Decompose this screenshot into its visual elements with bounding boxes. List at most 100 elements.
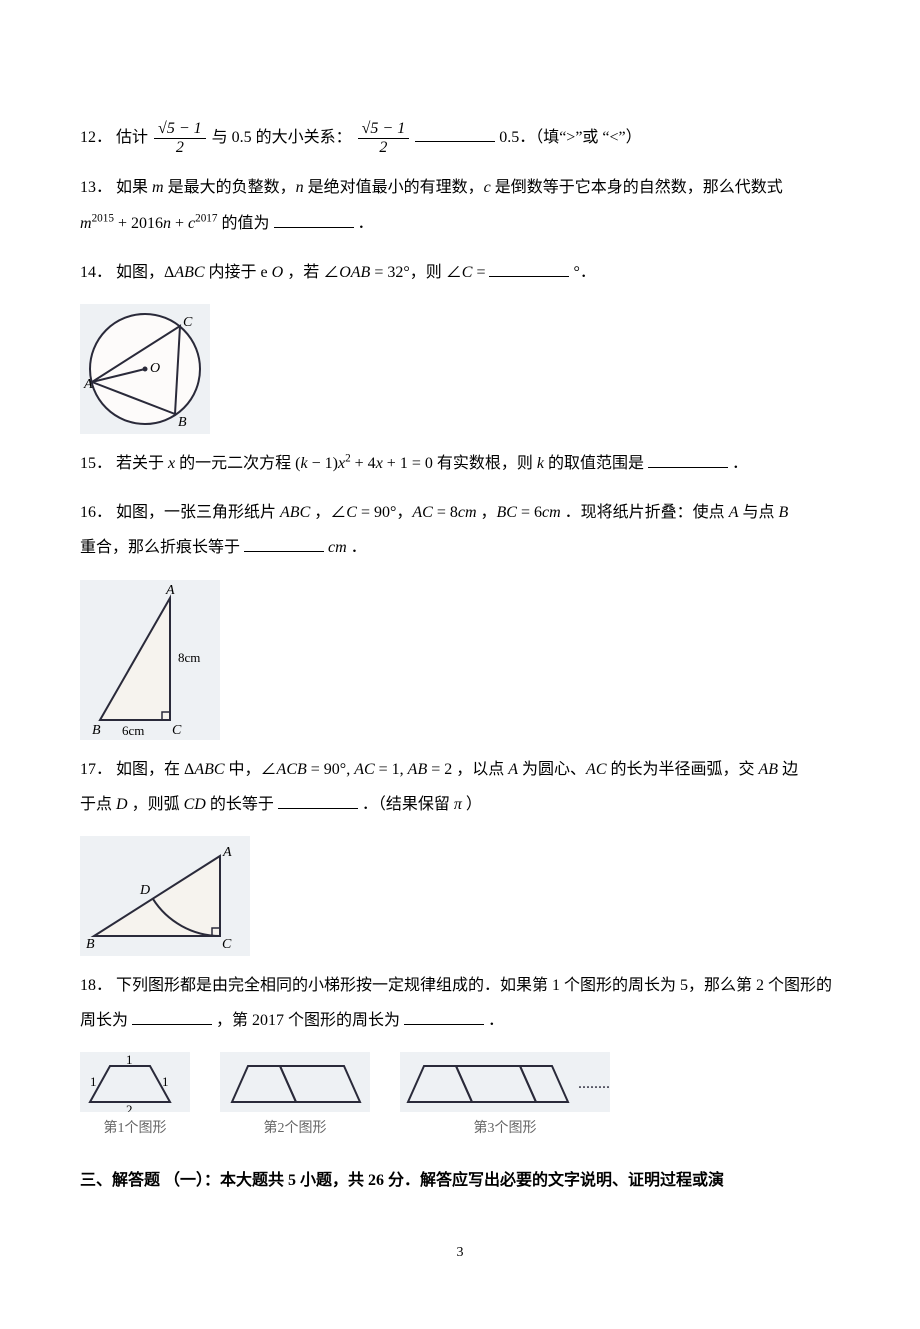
q16-blank[interactable]	[244, 535, 324, 552]
q17-t6: 为圆心、	[522, 761, 586, 778]
q13-t6: ．	[358, 215, 374, 232]
q17-number: 17．	[80, 761, 112, 778]
q16-label-A: A	[165, 583, 175, 598]
q12-number: 12．	[80, 129, 112, 146]
q16-t8: 与点	[742, 504, 778, 521]
q13-sup-2015: 2015	[92, 212, 114, 224]
q18-side-bot: 2	[126, 1102, 133, 1112]
q12-text-3: 0.5．（填“>”或 “<”）	[499, 129, 641, 146]
q15-x: x	[168, 455, 175, 472]
q16-t9: 重合，那么折痕长等于	[80, 539, 240, 556]
q15-t2: 的一元二次方程 (	[179, 455, 300, 472]
question-13: 13． 如果 m 是最大的负整数，n 是绝对值最小的有理数，c 是倒数等于它本身…	[80, 170, 840, 240]
q18-fig-3: ........ 第3个图形	[400, 1052, 610, 1145]
q15-t6: 的取值范围是	[548, 455, 644, 472]
q15-k2: k	[537, 455, 544, 472]
q18-number: 18．	[80, 977, 112, 994]
q18-blank-2[interactable]	[404, 1008, 484, 1025]
q17-a: A	[508, 761, 518, 778]
q12-blank[interactable]	[415, 125, 495, 142]
q16-figure: A B C 8cm 6cm	[80, 580, 840, 740]
q17-t4: = 1,	[379, 761, 408, 778]
q12-fraction-1: √5 − 1 2	[154, 120, 206, 156]
q13-m: m	[152, 179, 164, 196]
q14-t2: 内接于 e	[209, 264, 272, 281]
q13-sup-2017: 2017	[195, 212, 217, 224]
q16-t3: = 90°，	[361, 504, 412, 521]
q16-a: A	[729, 504, 739, 521]
q17-ab2: AB	[759, 761, 779, 778]
q17-t2: 中，∠	[229, 761, 277, 778]
q15-x2: x	[338, 455, 345, 472]
q17-d: D	[116, 796, 128, 813]
question-17: 17． 如图，在 ΔABC 中，∠ACB = 90°, AC = 1, AB =…	[80, 752, 840, 822]
q13-n: n	[296, 179, 304, 196]
q16-label-6cm: 6cm	[122, 723, 144, 738]
q15-k: k	[300, 455, 307, 472]
q15-x1: x	[376, 455, 383, 472]
q16-number: 16．	[80, 504, 112, 521]
q17-label-C: C	[222, 937, 232, 952]
q16-t1: 如图，一张三角形纸片	[116, 504, 280, 521]
q17-ac: AC	[354, 761, 374, 778]
q18-cap-3: 第3个图形	[400, 1114, 610, 1145]
q14-o: O	[272, 264, 284, 281]
q16-bc: BC	[497, 504, 517, 521]
q16-label-C: C	[172, 723, 182, 738]
q14-t3: ，若 ∠	[287, 264, 339, 281]
q18-cap-2: 第2个图形	[220, 1114, 370, 1145]
q13-blank[interactable]	[274, 211, 354, 228]
q17-t8: 边	[782, 761, 798, 778]
q16-t7: ．现将纸片折叠：使点	[565, 504, 729, 521]
q14-label-C: C	[183, 315, 193, 330]
q13-c: c	[484, 179, 491, 196]
q14-blank[interactable]	[489, 260, 569, 277]
q15-sup2: 2	[345, 453, 351, 465]
q14-number: 14．	[80, 264, 112, 281]
q16-t4: = 8	[437, 504, 458, 521]
q18-fig-2: 第2个图形	[220, 1052, 370, 1145]
q17-pi: π	[454, 796, 462, 813]
q14-label-A: A	[83, 377, 93, 392]
q13-number: 13．	[80, 179, 112, 196]
q17-t1: 如图，在 Δ	[116, 761, 194, 778]
q16-label-B: B	[92, 723, 101, 738]
q15-t5: + 1 = 0 有实数根，则	[387, 455, 537, 472]
question-12: 12． 估计 √5 − 1 2 与 0.5 的大小关系： √5 − 1 2 0.…	[80, 120, 840, 156]
q16-cm3: cm	[328, 539, 347, 556]
q17-ac2: AC	[586, 761, 606, 778]
q17-t11: 的长等于	[210, 796, 274, 813]
q17-label-D: D	[139, 883, 150, 898]
q17-t3: = 90°,	[311, 761, 354, 778]
q14-t6: °．	[573, 264, 595, 281]
q13-expr-d: +	[175, 215, 188, 232]
svg-text:........: ........	[578, 1075, 610, 1092]
q17-blank[interactable]	[278, 792, 358, 809]
q15-t7: ．	[732, 455, 748, 472]
q15-t4: + 4	[355, 455, 376, 472]
q17-t10: ，则弧	[132, 796, 184, 813]
question-18: 18． 下列图形都是由完全相同的小梯形按一定规律组成的．如果第 1 个图形的周长…	[80, 968, 840, 1038]
page-number: 3	[80, 1238, 840, 1269]
q17-abc: ABC	[194, 761, 224, 778]
q16-c: C	[346, 504, 357, 521]
q15-blank[interactable]	[648, 451, 728, 468]
q18-blank-1[interactable]	[132, 1008, 212, 1025]
q17-figure: A B C D	[80, 836, 840, 956]
q16-cm1: cm	[458, 504, 477, 521]
q18-cap-1: 第1个图形	[80, 1114, 190, 1145]
q16-label-8cm: 8cm	[178, 650, 200, 665]
q18-side-r: 1	[162, 1074, 169, 1089]
q12-fraction-2: √5 − 1 2	[358, 120, 410, 156]
section-3-heading: 三、解答题 （一）：本大题共 5 小题，共 26 分．解答应写出必要的文字说明、…	[80, 1163, 840, 1198]
q17-t9: 于点	[80, 796, 116, 813]
q12-text-2: 与 0.5 的大小关系：	[212, 129, 352, 146]
q14-t1: 如图，Δ	[116, 264, 174, 281]
question-15: 15． 若关于 x 的一元二次方程 (k − 1)x2 + 4x + 1 = 0…	[80, 446, 840, 481]
q16-cm2: cm	[542, 504, 561, 521]
q17-label-A: A	[222, 845, 232, 860]
q14-label-O: O	[150, 361, 160, 376]
q16-t6: = 6	[521, 504, 542, 521]
q17-t13: ）	[466, 796, 482, 813]
question-16: 16． 如图，一张三角形纸片 ABC ，∠C = 90°，AC = 8cm ，B…	[80, 495, 840, 565]
